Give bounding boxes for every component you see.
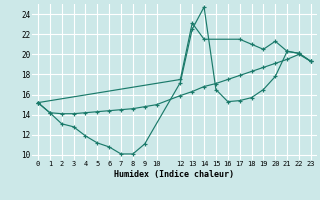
X-axis label: Humidex (Indice chaleur): Humidex (Indice chaleur) [115, 170, 234, 179]
